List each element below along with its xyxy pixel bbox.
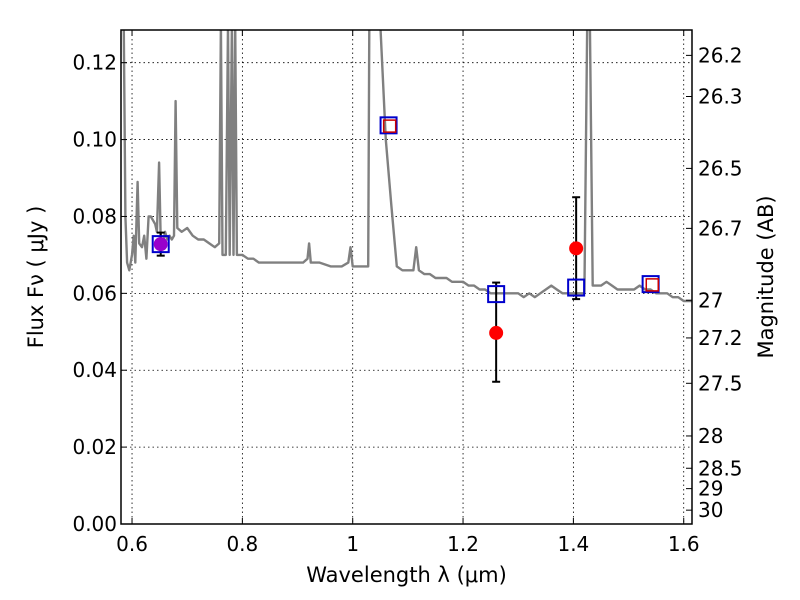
observed-point-marker (569, 241, 584, 256)
x-tick-label: 1 (346, 532, 359, 556)
y-axis-title: Flux Fν ( μJy ) (24, 206, 48, 349)
x-tick-label: 1.6 (668, 532, 700, 556)
y2-tick-label: 26.7 (698, 216, 743, 240)
y-tick-label: 0.02 (72, 435, 117, 459)
y2-tick-label: 26.5 (698, 156, 743, 180)
x-tick-label: 1.4 (557, 532, 589, 556)
model-square-marker (379, 116, 398, 135)
y-tick-label: 0.04 (72, 358, 117, 382)
y-tick-label: 0.08 (72, 204, 117, 228)
x-tick-label: 0.8 (226, 532, 258, 556)
y2-tick-label: 28.5 (698, 456, 743, 480)
model-square-marker (487, 285, 506, 304)
y-tick-label: 0.12 (72, 51, 117, 75)
y2-tick-label: 27.2 (698, 326, 743, 350)
y-tick-label: 0.00 (72, 512, 117, 536)
plot-area (122, 30, 692, 383)
observed-point-marker (489, 325, 504, 340)
x-tick-label: 1.2 (447, 532, 479, 556)
y2-tick-label: 26.3 (698, 85, 743, 109)
model-inner-square-marker (645, 278, 660, 292)
x-axis-title: Wavelength λ (μm) (306, 563, 507, 587)
y2-tick-label: 26.2 (698, 43, 743, 67)
model-square-marker (151, 235, 170, 254)
spectrum-line (122, 30, 692, 303)
observed-point-marker (153, 237, 168, 252)
model-square-marker (567, 278, 586, 297)
y2-tick-label: 27.5 (698, 371, 743, 395)
y2-tick-label: 30 (698, 498, 723, 522)
y2-tick-label: 29 (698, 477, 723, 501)
y-tick-label: 0.10 (72, 128, 117, 152)
plot-frame (120, 29, 693, 525)
y2-tick-label: 27 (698, 288, 723, 312)
y2-axis-title: Magnitude (AB) (754, 195, 778, 358)
x-axis: 0.6 0.8 1 1.2 1.4 1.6 (116, 30, 700, 556)
model-inner-square-marker (382, 119, 397, 133)
y2-tick-label: 28 (698, 424, 723, 448)
grid (121, 30, 692, 525)
y-tick-label: 0.06 (72, 281, 117, 305)
y-axis: 0.00 0.02 0.04 0.06 0.08 0.10 0.12 (72, 51, 127, 536)
x-tick-label: 0.6 (116, 532, 148, 556)
